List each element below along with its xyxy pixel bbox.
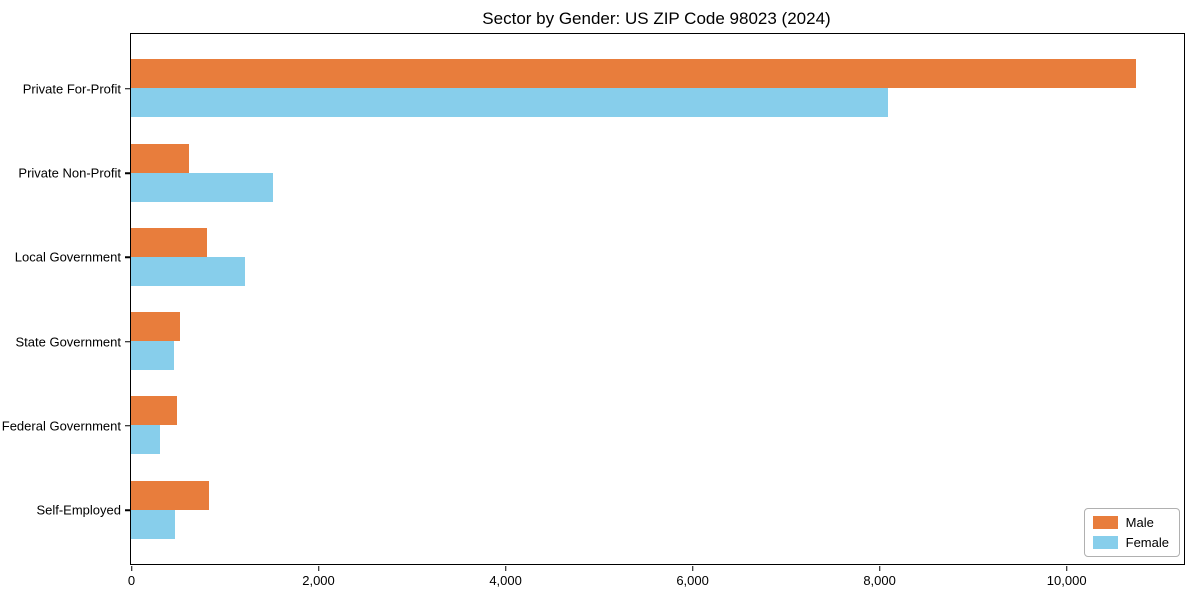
x-axis-label-8000: 8,000 [863, 573, 896, 588]
x-axis-label-0: 0 [127, 573, 136, 588]
x-axis-label-4000: 4,000 [489, 573, 522, 588]
bar-male-state-government [131, 312, 180, 342]
x-tick [691, 566, 694, 571]
bar-male-federal-government [131, 396, 177, 426]
legend-swatch-female [1092, 536, 1118, 549]
legend-label-male: Male [1125, 515, 1154, 530]
bar-female-private-non-profit [131, 172, 273, 202]
legend-swatch-male [1092, 516, 1118, 529]
bar-male-private-for-profit [131, 59, 1137, 89]
bar-female-federal-government [131, 425, 160, 455]
bar-male-local-government [131, 227, 207, 257]
legend: Male Female [1083, 508, 1180, 557]
bar-female-local-government [131, 256, 246, 286]
x-tick [504, 566, 507, 571]
x-axis-label-6000: 6,000 [676, 573, 709, 588]
y-axis-label-private-for-profit: Private For-Profit [22, 81, 121, 97]
chart-title: Sector by Gender: US ZIP Code 98023 (202… [482, 9, 831, 28]
bar-male-self-employed [131, 480, 209, 510]
y-axis-label-federal-government: Federal Government [1, 418, 121, 434]
x-tick [878, 566, 881, 571]
x-tick [317, 566, 320, 571]
y-axis-label-local-government: Local Government [14, 249, 121, 265]
x-axis-label-10000: 10,000 [1046, 573, 1087, 588]
bar-female-private-for-profit [131, 88, 888, 118]
x-axis-label-2000: 2,000 [302, 573, 335, 588]
x-tick [1065, 566, 1068, 571]
legend-label-female: Female [1125, 535, 1169, 550]
legend-item-male: Male [1092, 515, 1169, 530]
y-axis-label-private-non-profit: Private Non-Profit [18, 165, 121, 181]
x-tick [130, 566, 133, 571]
bar-female-self-employed [131, 509, 175, 539]
legend-item-female: Female [1092, 535, 1169, 550]
bar-male-private-non-profit [131, 143, 189, 173]
y-axis-label-state-government: State Government [15, 334, 122, 350]
y-axis-label-self-employed: Self-Employed [36, 502, 121, 518]
plot-area: Male Female [130, 33, 1185, 565]
bar-female-state-government [131, 341, 174, 371]
